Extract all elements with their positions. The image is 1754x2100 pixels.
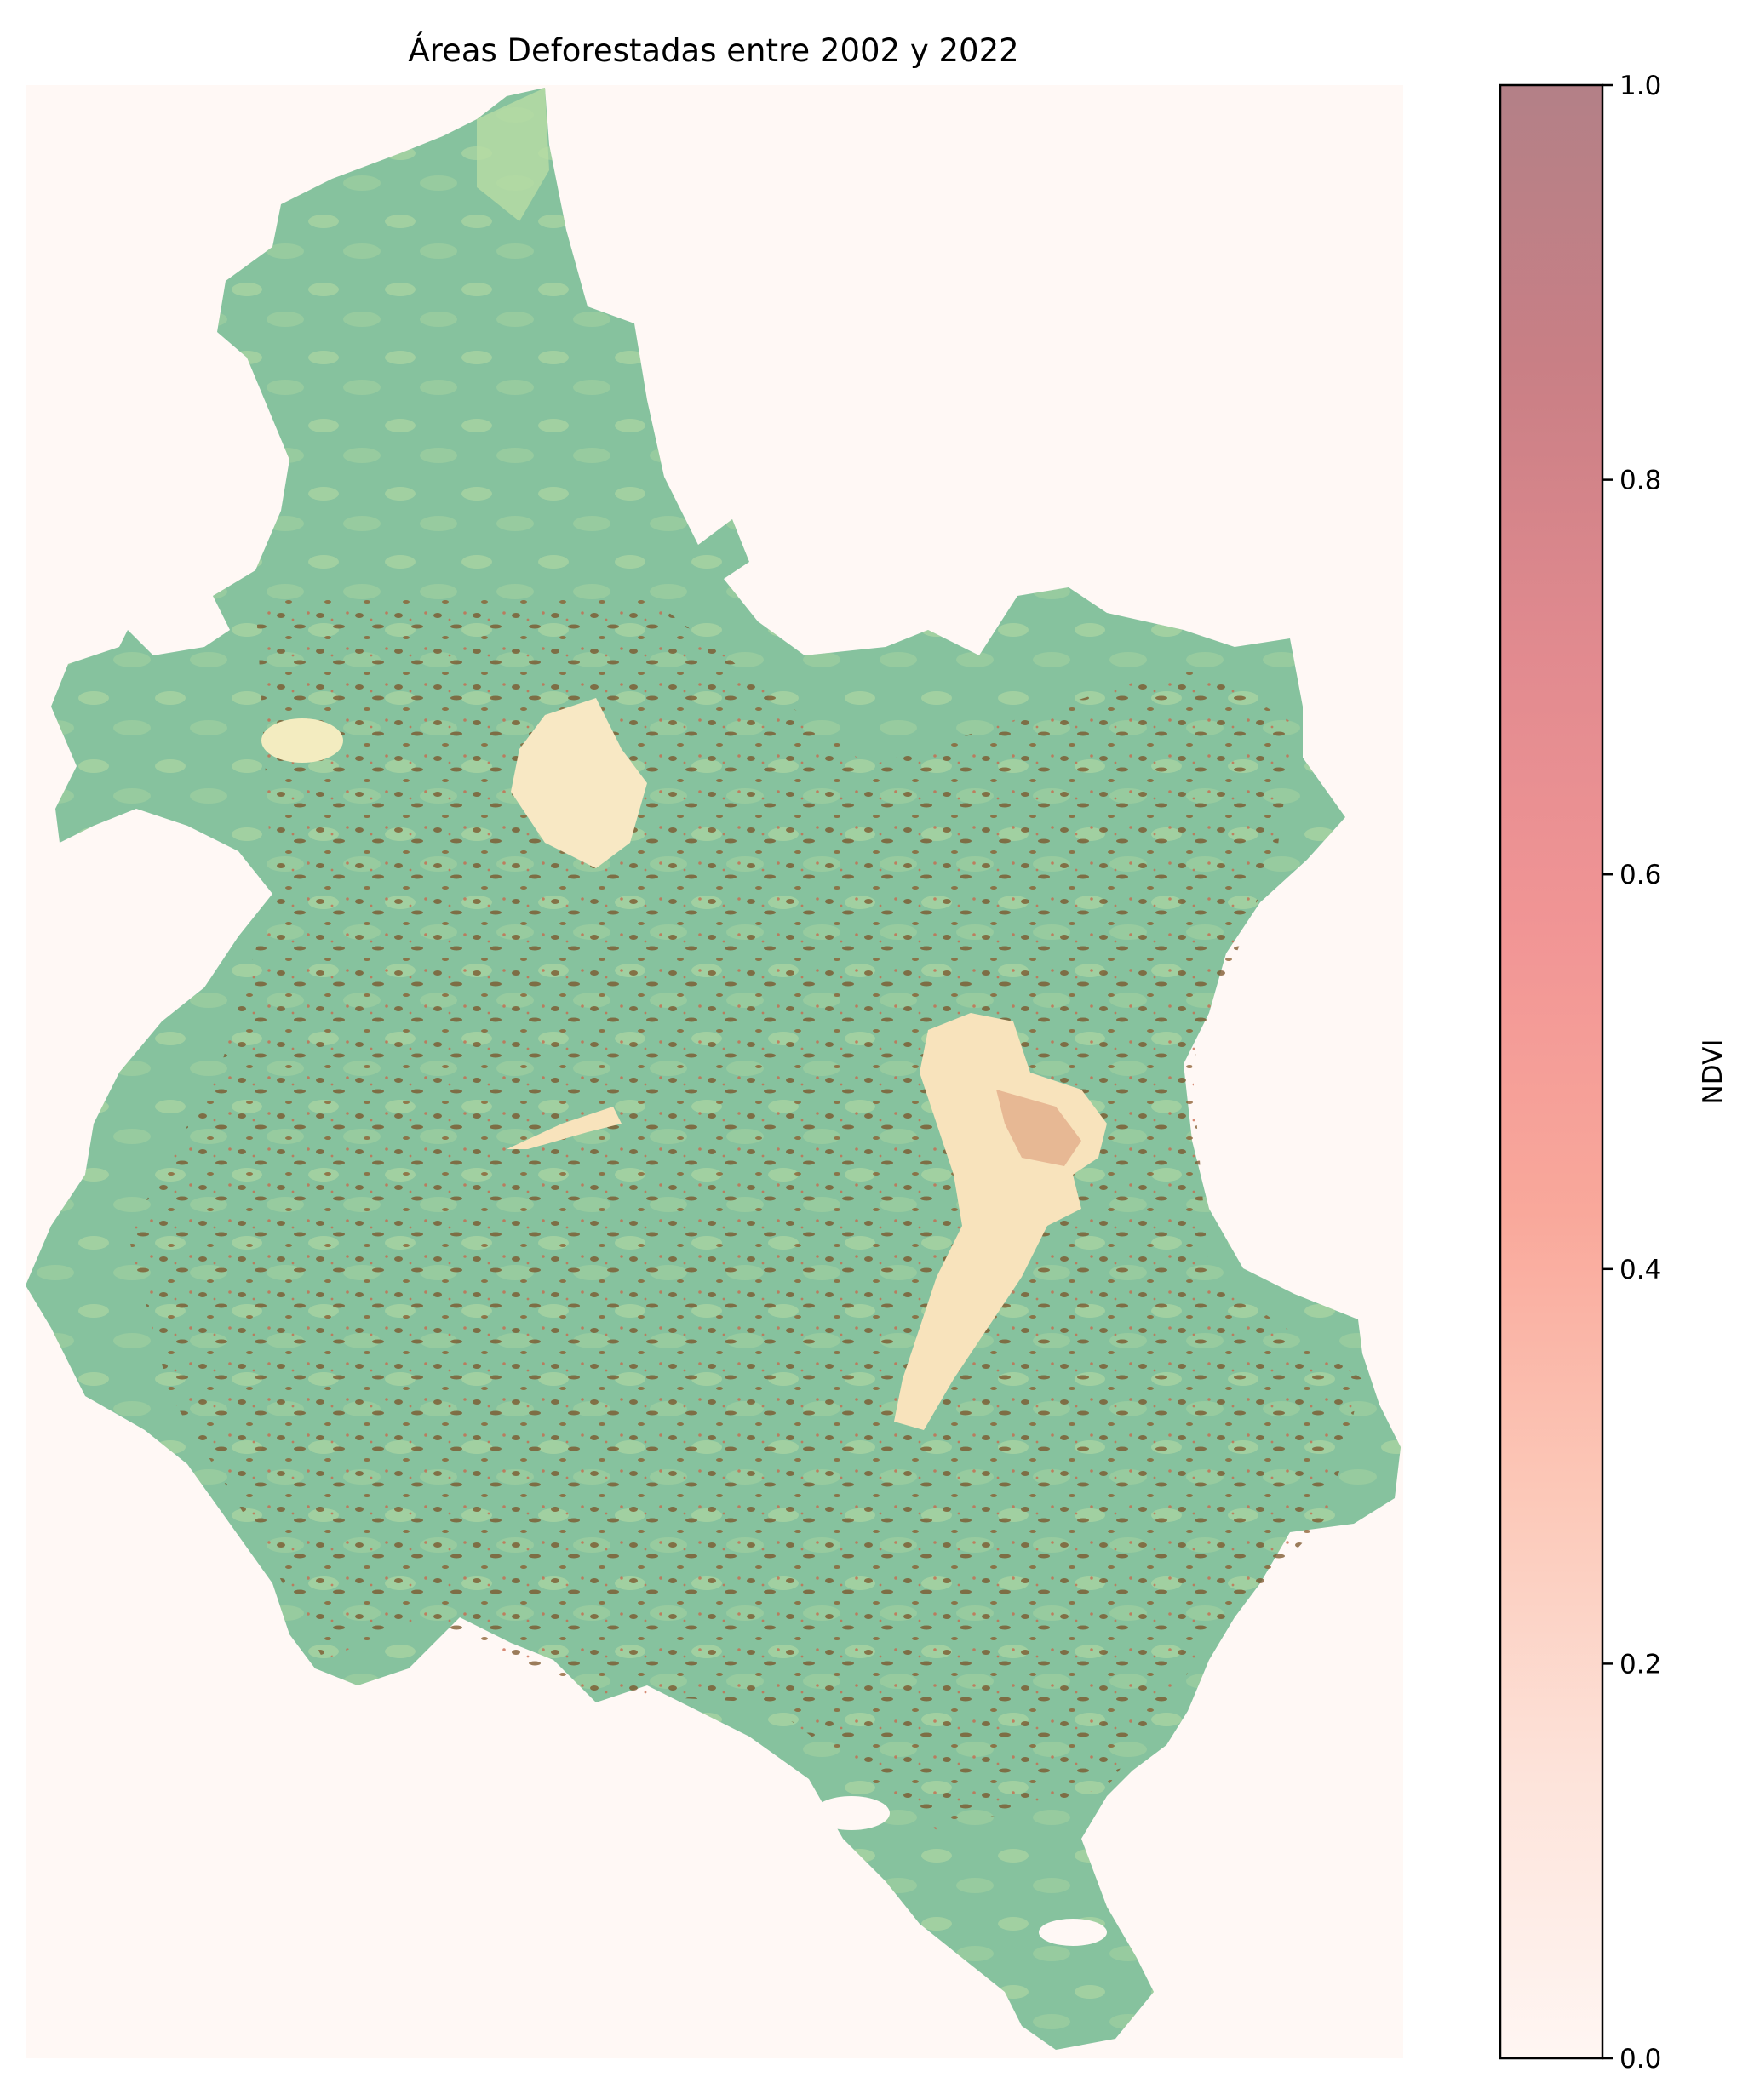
colorbar-tick-label: 0.8 xyxy=(1619,466,1661,496)
colorbar-tick-label: 0.2 xyxy=(1619,1649,1661,1679)
colorbar-frame xyxy=(1499,83,1604,2060)
colorbar-tick-label: 1.0 xyxy=(1619,71,1661,101)
northern-light-strip xyxy=(477,88,549,221)
colorbar-tick-label: 0.4 xyxy=(1619,1255,1661,1285)
colorbar-tick-label: 0.6 xyxy=(1619,860,1661,890)
southern-light-patch xyxy=(813,1796,890,1830)
colorbar-ticks: 0.0 0.2 0.4 0.6 0.8 1.0 xyxy=(1602,71,1661,2074)
bare-soil-patch-east xyxy=(894,1013,1107,1430)
chart-title: Áreas Deforestadas entre 2002 y 2022 xyxy=(408,31,1018,69)
bare-soil-patch-west xyxy=(261,718,343,763)
colorbar-tick-label: 0.0 xyxy=(1619,2044,1661,2074)
colorbar: 0.0 0.2 0.4 0.6 0.8 1.0 NDVI xyxy=(1499,71,1728,2074)
urban-patch-north xyxy=(511,698,647,868)
colorbar-label: NDVI xyxy=(1698,1039,1728,1105)
urban-strip-center xyxy=(507,1107,622,1149)
southern-light-patch-2 xyxy=(1039,1919,1107,1946)
map-panel xyxy=(26,85,1403,2058)
colorbar-fill xyxy=(1500,85,1602,2058)
urban-red-speckle-east xyxy=(996,1090,1081,1166)
deforestation-overlay xyxy=(128,596,1362,1830)
